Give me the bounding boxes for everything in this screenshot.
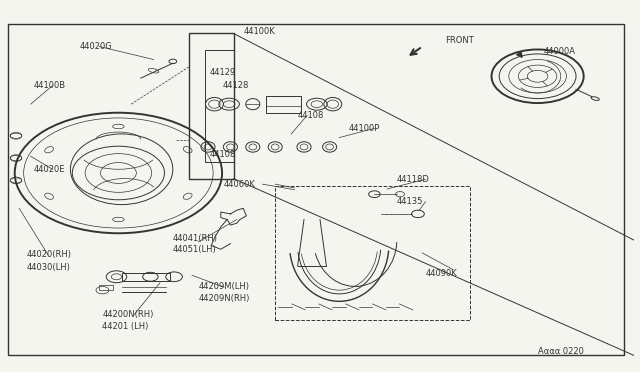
Bar	[99, 285, 113, 290]
Text: 44128: 44128	[223, 81, 249, 90]
Text: 44108: 44108	[298, 111, 324, 120]
Bar	[189, 33, 234, 179]
Text: 44201 (LH): 44201 (LH)	[102, 322, 148, 331]
Text: 44209N(RH): 44209N(RH)	[198, 294, 250, 303]
Text: 44020E: 44020E	[33, 165, 65, 174]
Bar	[8, 24, 624, 355]
Text: 44090K: 44090K	[426, 269, 458, 278]
Text: 44041(RH): 44041(RH)	[173, 234, 218, 243]
Text: 44118D: 44118D	[397, 175, 429, 184]
Text: 44209M(LH): 44209M(LH)	[198, 282, 250, 291]
Text: 44200N(RH): 44200N(RH)	[102, 310, 154, 319]
Text: 44100P: 44100P	[349, 124, 380, 133]
Text: 44030(LH): 44030(LH)	[27, 263, 71, 272]
Bar	[205, 50, 234, 162]
Text: Aααα 0220: Aααα 0220	[538, 347, 584, 356]
Text: 44135: 44135	[397, 197, 423, 206]
Text: 44020(RH): 44020(RH)	[27, 250, 72, 259]
Text: 44129: 44129	[210, 68, 236, 77]
Text: 44100K: 44100K	[243, 27, 275, 36]
Bar	[275, 186, 470, 320]
Text: 44020G: 44020G	[80, 42, 113, 51]
Text: 44100B: 44100B	[33, 81, 65, 90]
Text: 44108: 44108	[210, 150, 236, 159]
Bar	[266, 96, 301, 113]
Bar	[122, 273, 170, 281]
Text: FRONT: FRONT	[445, 36, 474, 45]
Text: 44000A: 44000A	[544, 47, 576, 56]
Text: 44051(LH): 44051(LH)	[173, 246, 216, 254]
Text: 44060K: 44060K	[224, 180, 256, 189]
